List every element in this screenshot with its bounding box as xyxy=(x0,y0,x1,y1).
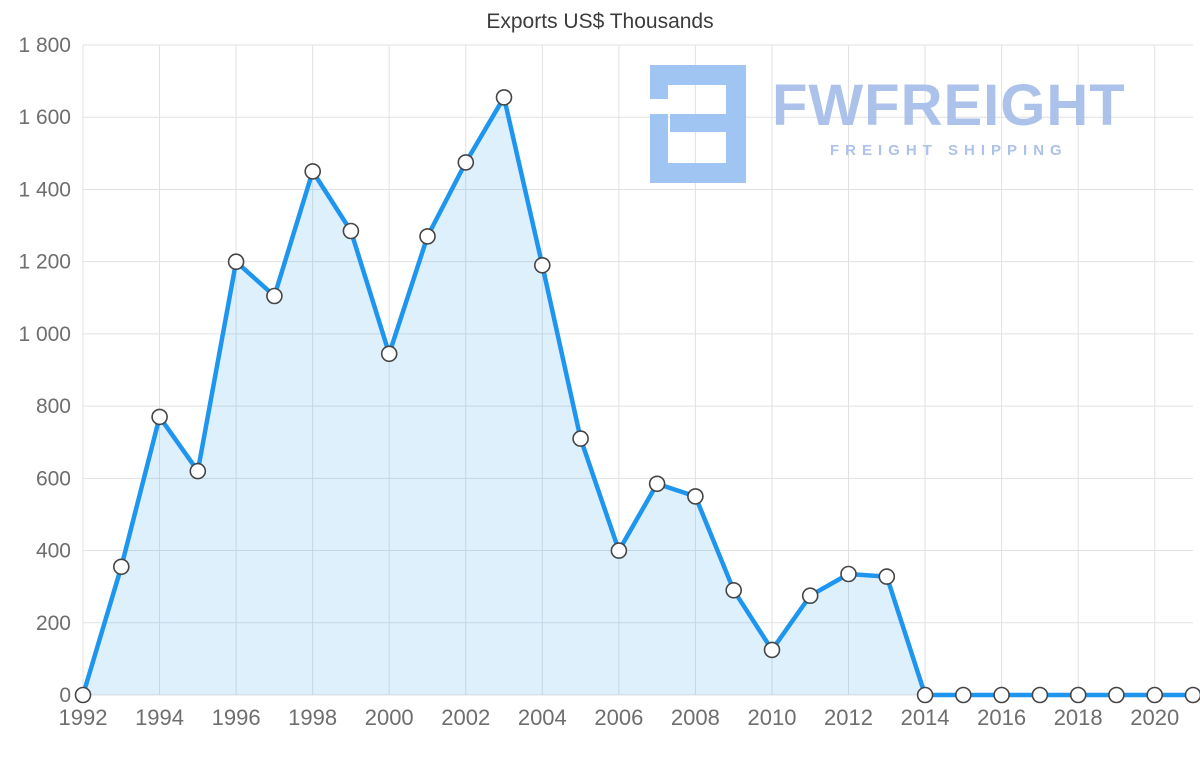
data-point-marker xyxy=(840,565,857,583)
data-point-marker xyxy=(610,542,628,559)
x-tick-label: 1992 xyxy=(59,705,108,730)
data-point-marker xyxy=(801,587,819,605)
y-tick-label: 800 xyxy=(36,395,71,418)
data-point-marker xyxy=(763,641,781,659)
data-point-marker xyxy=(342,222,360,240)
chart-title: Exports US$ Thousands xyxy=(486,10,714,33)
x-tick-label: 1996 xyxy=(212,705,261,730)
data-point-marker xyxy=(1184,686,1200,704)
x-tick-label: 2008 xyxy=(671,705,720,730)
data-point-marker xyxy=(1031,686,1049,704)
data-point-marker xyxy=(1069,686,1087,704)
data-point-marker xyxy=(189,462,207,480)
data-point-marker xyxy=(993,686,1010,704)
x-tick-label: 2006 xyxy=(594,705,643,730)
data-point-marker xyxy=(74,686,92,704)
data-point-marker xyxy=(113,558,130,576)
x-tick-label: 2000 xyxy=(365,705,414,730)
data-point-marker xyxy=(916,686,934,704)
y-tick-label: 1 600 xyxy=(18,106,71,129)
data-point-marker xyxy=(954,686,972,704)
x-tick-label: 1994 xyxy=(135,705,184,730)
y-tick-label: 1 400 xyxy=(18,178,71,201)
data-point-marker xyxy=(572,430,589,447)
x-tick-label: 1998 xyxy=(288,705,337,730)
y-tick-label: 200 xyxy=(36,612,71,635)
x-tick-label: 2004 xyxy=(518,705,567,730)
y-tick-label: 400 xyxy=(36,540,71,563)
data-point-marker xyxy=(266,287,283,305)
data-point-marker xyxy=(1108,686,1125,704)
data-point-marker xyxy=(380,345,398,363)
series-area xyxy=(83,97,1193,695)
data-point-marker xyxy=(227,253,245,271)
y-tick-label: 0 xyxy=(59,684,71,707)
x-tick-label: 2014 xyxy=(901,705,950,730)
x-tick-label: 2020 xyxy=(1130,705,1179,730)
x-tick-label: 2002 xyxy=(441,705,490,730)
y-tick-label: 1 800 xyxy=(18,34,71,57)
x-tick-label: 2016 xyxy=(977,705,1026,730)
data-point-marker xyxy=(151,408,168,426)
data-point-marker xyxy=(648,475,666,493)
data-point-marker xyxy=(687,488,704,505)
data-point-marker xyxy=(304,163,322,180)
data-point-marker xyxy=(725,581,743,599)
y-tick-label: 600 xyxy=(36,467,71,490)
data-point-marker xyxy=(1146,686,1163,704)
x-tick-label: 2010 xyxy=(747,705,796,730)
data-point-marker xyxy=(457,154,475,171)
data-point-marker xyxy=(495,89,513,106)
y-tick-label: 1 000 xyxy=(18,323,71,346)
data-point-marker xyxy=(533,256,551,274)
x-tick-label: 2018 xyxy=(1054,705,1103,730)
y-tick-label: 1 200 xyxy=(18,251,71,274)
data-point-marker xyxy=(419,228,436,245)
data-point-marker xyxy=(878,568,896,585)
x-tick-label: 2012 xyxy=(824,705,873,730)
